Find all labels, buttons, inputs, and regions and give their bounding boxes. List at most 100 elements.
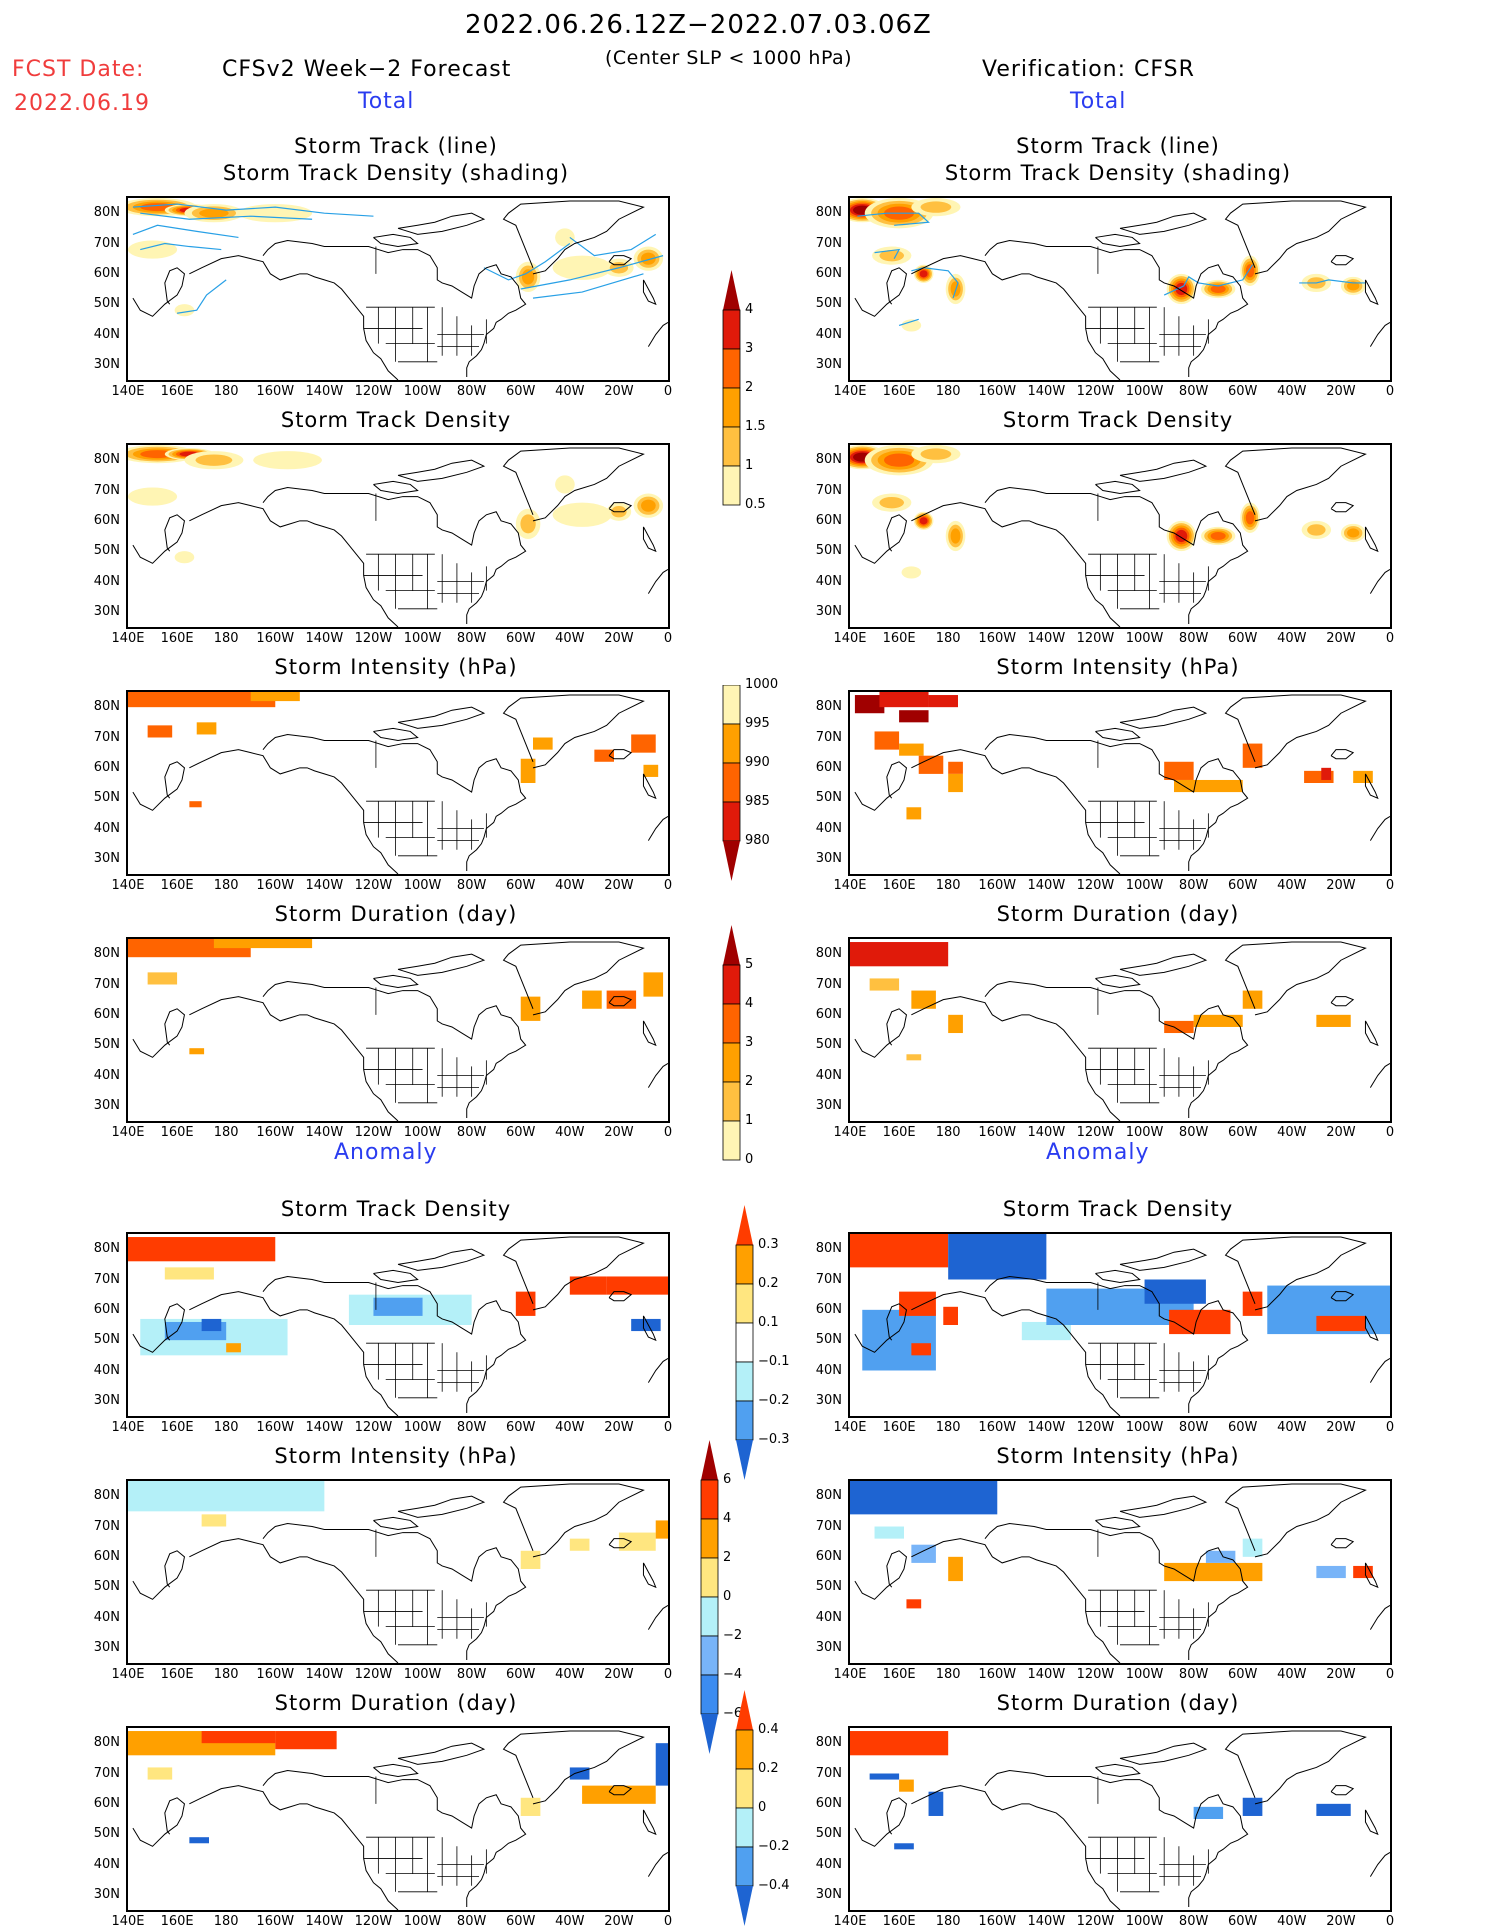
colorbar-segment: [722, 465, 741, 506]
x-tick-label: 140W: [1027, 878, 1066, 893]
coastline: [502, 1236, 645, 1311]
coastline: [854, 514, 908, 564]
colorbar-segment: [735, 1322, 754, 1363]
map-plot: [128, 939, 668, 1121]
y-tick-label: 60N: [93, 1301, 120, 1317]
x-tick-label: 100W: [403, 384, 442, 399]
y-tick-label: 70N: [93, 729, 120, 745]
x-tick-label: 0: [663, 1420, 673, 1435]
x-tick-label: 40W: [555, 1667, 585, 1682]
x-tick-label: 180: [935, 384, 961, 399]
coastline: [911, 1291, 1121, 1416]
colorbar-segment: [700, 1557, 719, 1598]
colorbar-label: 1.5: [745, 419, 766, 434]
coastline: [1095, 727, 1141, 742]
colorbar-duration: [722, 925, 741, 1161]
coastline: [608, 1538, 633, 1549]
y-tick-label: 60N: [93, 759, 120, 775]
colorbar-segment: [735, 1768, 754, 1809]
colorbar-segment: [722, 723, 741, 764]
grid-cell: [569, 1276, 607, 1295]
coastline: [132, 1797, 186, 1847]
colorbar-label: 0.5: [745, 497, 766, 512]
verification-total-density-map: [848, 443, 1392, 629]
y-tick-label: 70N: [93, 235, 120, 251]
colorbar-segment: [700, 1518, 719, 1559]
coastline: [854, 1550, 908, 1600]
colorbar-segment: [722, 309, 741, 350]
coastline: [1330, 996, 1355, 1007]
x-tick-label: 40W: [1277, 1667, 1307, 1682]
colorbar-label: 2: [745, 380, 754, 395]
grid-cell: [1321, 767, 1332, 780]
coastline: [262, 1522, 527, 1660]
x-tick-label: 160W: [978, 631, 1017, 646]
x-tick-label: 0: [1385, 1667, 1395, 1682]
x-tick-label: 160W: [256, 384, 295, 399]
y-tick-label: 80N: [93, 1241, 120, 1257]
coastline: [1364, 526, 1379, 553]
y-tick-label: 80N: [93, 205, 120, 221]
grid-cell: [147, 972, 178, 985]
x-tick-label: 60W: [506, 1420, 536, 1435]
coastline: [984, 239, 1249, 377]
panel-title: Storm Intensity (hPa): [274, 1444, 518, 1468]
y-tick-label: 70N: [93, 1765, 120, 1781]
colorbar-segment: [735, 1400, 754, 1441]
y-tick-label: 50N: [93, 1579, 120, 1595]
y-tick-label: 40N: [93, 326, 120, 342]
colorbar-label: −6: [723, 1706, 743, 1721]
x-tick-label: 60W: [1228, 878, 1258, 893]
grid-cell: [189, 1048, 205, 1055]
colorbar-segment: [735, 1244, 754, 1285]
coastline: [1224, 694, 1367, 769]
x-tick-label: 140E: [833, 1125, 867, 1140]
y-tick-label: 40N: [815, 820, 842, 836]
x-tick-label: 160E: [882, 1914, 916, 1929]
x-tick-label: 140E: [111, 384, 145, 399]
coastline: [1330, 749, 1355, 760]
x-tick-label: 20W: [1326, 878, 1356, 893]
coastline: [373, 1763, 419, 1778]
x-tick-label: 140W: [1027, 384, 1066, 399]
x-tick-label: 140E: [111, 1667, 145, 1682]
coastline: [397, 212, 486, 235]
grid-cell: [201, 1318, 222, 1332]
x-tick-label: 40W: [1277, 384, 1307, 399]
coastline: [1369, 321, 1390, 347]
colorbar-segment: [722, 348, 741, 389]
coastline: [642, 773, 657, 800]
coastline: [502, 694, 645, 769]
x-tick-label: 20W: [604, 384, 634, 399]
storm-track-line: [1163, 264, 1254, 296]
y-tick-label: 30N: [815, 1392, 842, 1408]
x-tick-label: 20W: [604, 1914, 634, 1929]
verification-column-title: Verification: CFSR: [982, 57, 1195, 82]
x-tick-label: 160W: [978, 878, 1017, 893]
x-tick-label: 80W: [456, 384, 487, 399]
grid-cell: [918, 755, 944, 774]
grid-cell: [899, 1291, 936, 1316]
grid-cell: [1316, 1014, 1351, 1027]
x-tick-label: 60W: [1228, 1914, 1258, 1929]
y-tick-label: 60N: [815, 265, 842, 281]
colorbar-label: −2: [723, 1628, 743, 1643]
coastline: [1364, 773, 1379, 800]
coastline: [1224, 1730, 1367, 1805]
x-tick-label: 0: [663, 1667, 673, 1682]
storm-track-line: [898, 318, 919, 326]
coastline: [502, 1483, 645, 1558]
coastline: [1095, 1516, 1141, 1531]
y-tick-label: 70N: [815, 976, 842, 992]
panel-title: Storm Track Density: [280, 408, 512, 432]
density-shading: [199, 208, 229, 218]
x-tick-label: 120W: [1076, 1420, 1115, 1435]
x-tick-label: 140W: [305, 384, 344, 399]
colorbar-label: 6: [723, 1472, 732, 1487]
grid-cell: [911, 1544, 936, 1563]
fcst-date-value: 2022.06.19: [14, 91, 150, 116]
grid-cell: [850, 942, 949, 967]
colorbar-arrow-top: [723, 270, 740, 310]
y-tick-label: 70N: [815, 235, 842, 251]
coastline: [132, 1303, 186, 1353]
